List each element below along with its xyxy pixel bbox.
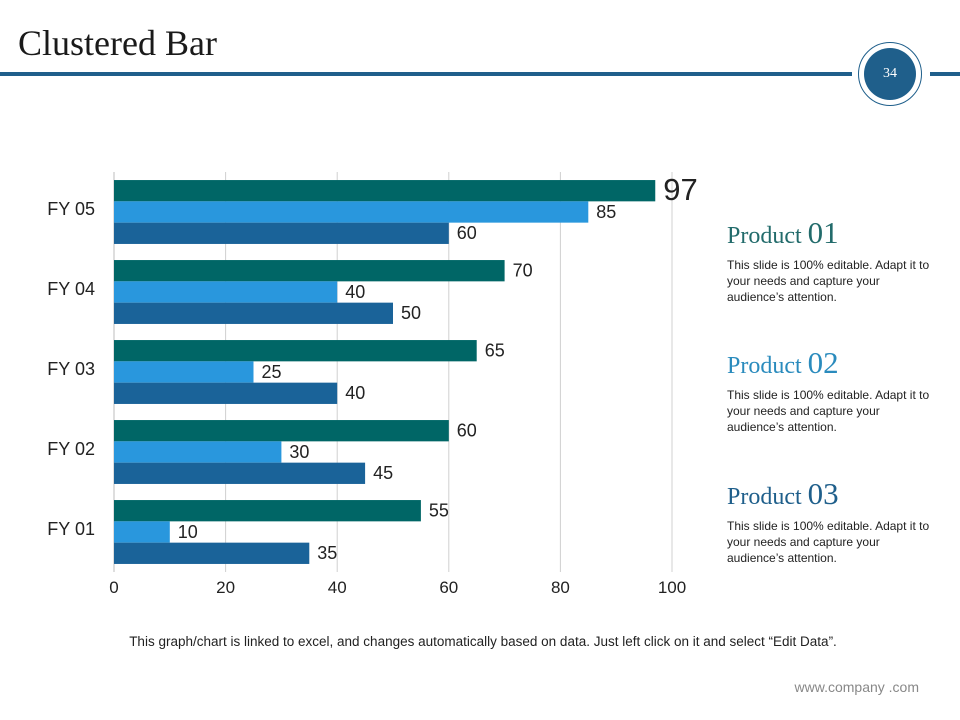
product-02-title: Product 02: [727, 345, 937, 381]
bar-fy-04-product-02: [114, 281, 338, 303]
bar-fy-02-product-03: [114, 462, 366, 484]
x-tick-label: 60: [439, 578, 458, 597]
y-tick-label-fy-04: FY 04: [47, 279, 95, 299]
product-03-title: Product 03: [727, 476, 937, 512]
x-tick-label: 40: [328, 578, 347, 597]
bar-fy-05-product-01: [114, 180, 656, 202]
bar-fy-01-product-01: [114, 500, 421, 522]
y-tick-label-fy-02: FY 02: [47, 439, 95, 459]
data-label: 10: [178, 522, 198, 542]
bar-fy-05-product-03: [114, 222, 449, 244]
product-02-name: Product: [727, 353, 802, 379]
product-03-block: Product 03 This slide is 100% editable. …: [727, 476, 937, 566]
product-01-description: This slide is 100% editable. Adapt it to…: [727, 258, 930, 304]
product-02-block: Product 02 This slide is 100% editable. …: [727, 345, 937, 435]
x-tick-label: 0: [109, 578, 118, 597]
data-label: 70: [513, 260, 533, 280]
bar-fy-04-product-03: [114, 302, 393, 324]
y-tick-label-fy-05: FY 05: [47, 199, 95, 219]
y-tick-label-fy-01: FY 01: [47, 519, 95, 539]
data-label: 55: [429, 500, 449, 520]
product-02-number: 02: [807, 345, 839, 380]
chart-footnote: This graph/chart is linked to excel, and…: [129, 634, 837, 649]
data-label: 45: [373, 463, 393, 483]
bar-fy-01-product-03: [114, 542, 310, 564]
page-number-badge: 34: [864, 48, 916, 100]
product-01-number: 01: [807, 215, 839, 250]
website-link[interactable]: www.company .com: [794, 679, 919, 695]
y-tick-label-fy-03: FY 03: [47, 359, 95, 379]
bar-fy-02-product-01: [114, 420, 449, 442]
data-label: 40: [345, 383, 365, 403]
bar-fy-03-product-03: [114, 382, 338, 404]
bar-fy-01-product-02: [114, 521, 170, 543]
data-label: 60: [457, 420, 477, 440]
product-01-name: Product: [727, 223, 802, 249]
title-divider: [0, 72, 852, 76]
data-label: 30: [289, 442, 309, 462]
slide-title: Clustered Bar: [18, 23, 217, 63]
bar-fy-03-product-01: [114, 340, 477, 362]
bar-fy-04-product-01: [114, 260, 505, 282]
data-label: 40: [345, 282, 365, 302]
product-01-block: Product 01 This slide is 100% editable. …: [727, 215, 937, 305]
bar-fy-02-product-02: [114, 441, 282, 463]
data-label: 25: [262, 362, 282, 382]
product-03-name: Product: [727, 484, 802, 510]
data-label: 50: [401, 303, 421, 323]
bar-fy-05-product-02: [114, 201, 589, 223]
data-label: 97: [663, 172, 697, 207]
bar-fy-03-product-02: [114, 361, 254, 383]
x-tick-label: 100: [658, 578, 686, 597]
product-03-number: 03: [807, 476, 839, 511]
data-label: 35: [317, 543, 337, 563]
product-01-title: Product 01: [727, 215, 937, 251]
product-02-description: This slide is 100% editable. Adapt it to…: [727, 388, 930, 434]
page-number: 34: [883, 66, 897, 81]
data-label: 85: [596, 202, 616, 222]
title-divider-end: [930, 72, 960, 76]
product-03-description: This slide is 100% editable. Adapt it to…: [727, 519, 930, 565]
data-label: 60: [457, 223, 477, 243]
x-tick-label: 20: [216, 578, 235, 597]
x-tick-label: 80: [551, 578, 570, 597]
data-label: 65: [485, 340, 505, 360]
